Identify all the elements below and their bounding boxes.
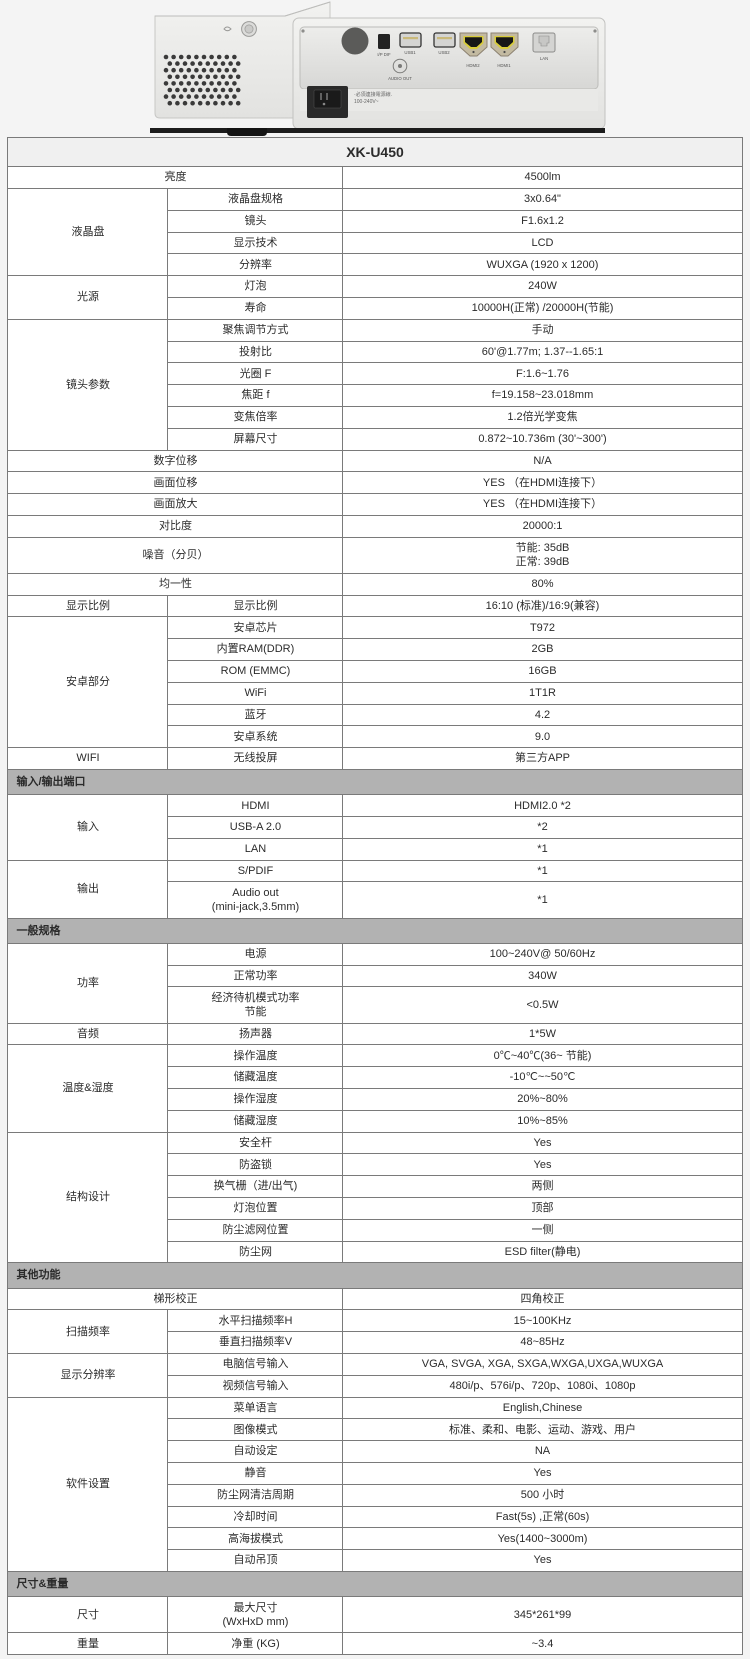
svg-text:HDMI2: HDMI2 — [466, 63, 480, 68]
svg-text:USB2: USB2 — [438, 50, 450, 55]
svg-text:AUDIO OUT: AUDIO OUT — [388, 76, 412, 81]
svg-text:USB1: USB1 — [404, 50, 416, 55]
svg-text:I/P DIF: I/P DIF — [377, 52, 391, 57]
svg-text:100-240V~: 100-240V~ — [354, 99, 379, 105]
svg-text:LAN: LAN — [540, 56, 548, 61]
svg-text:HDMI1: HDMI1 — [497, 63, 511, 68]
svg-text:·必須連接電源線.: ·必須連接電源線. — [354, 91, 392, 98]
